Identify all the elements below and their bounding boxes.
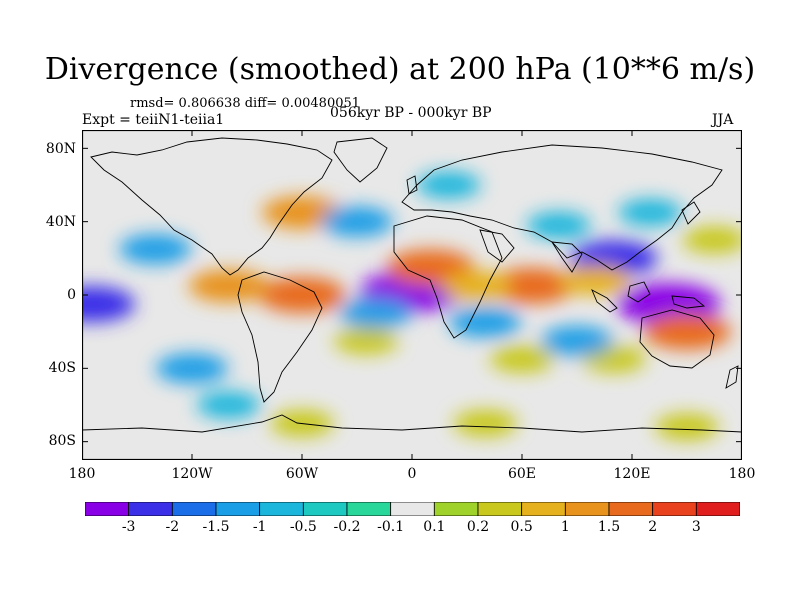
colorbar-swatch-2 bbox=[171, 502, 217, 516]
divergence-map bbox=[82, 130, 742, 460]
plot-title: Divergence (smoothed) at 200 hPa (10**6 … bbox=[44, 52, 756, 87]
divergence-field bbox=[82, 171, 742, 441]
divergence-anomaly-19 bbox=[119, 234, 192, 265]
colorbar-label-5: -0.2 bbox=[333, 519, 361, 535]
coastline-sumatra bbox=[591, 289, 618, 313]
colorbar-label-2: -1.5 bbox=[202, 519, 230, 535]
x-tick-0: 0 bbox=[407, 466, 417, 482]
experiment-label: Expt = teiiN1-teiia1 bbox=[82, 112, 225, 128]
y-tick-0: 0 bbox=[67, 287, 76, 303]
colorbar-swatch-12 bbox=[608, 502, 654, 516]
divergence-anomaly-11 bbox=[559, 265, 632, 296]
coastline-uk bbox=[406, 175, 418, 195]
colorbar-swatch-8 bbox=[433, 502, 479, 516]
colorbar-label-12: 2 bbox=[648, 519, 658, 535]
colorbar-swatch-13 bbox=[652, 502, 697, 516]
divergence-anomaly-13 bbox=[490, 345, 554, 373]
y-tick-80n: 80N bbox=[45, 141, 76, 157]
y-tick-40s: 40S bbox=[48, 360, 76, 376]
coastline-japan bbox=[681, 201, 701, 225]
stats-text: rmsd= 0.806638 diff= 0.00480051 bbox=[130, 96, 361, 111]
colorbar-swatch-4 bbox=[259, 502, 304, 516]
coastline-arabia bbox=[479, 229, 515, 263]
colorbar-label-1: -2 bbox=[165, 519, 180, 535]
x-tick-180w: 180 bbox=[68, 466, 96, 482]
coastline-australia bbox=[639, 309, 715, 369]
coastline-south-america bbox=[237, 271, 323, 403]
coastline-africa bbox=[393, 215, 503, 339]
divergence-anomaly-20 bbox=[449, 307, 522, 338]
divergence-anomaly-12 bbox=[334, 327, 399, 355]
divergence-anomaly-6 bbox=[487, 267, 576, 304]
colorbar-label-0: -3 bbox=[121, 519, 136, 535]
colorbar-label-9: 0.5 bbox=[510, 519, 533, 535]
colorbar-label-7: 0.1 bbox=[423, 519, 446, 535]
axis-ticks bbox=[82, 130, 742, 460]
colorbar-label-3: -1 bbox=[252, 519, 267, 535]
coastline-eurasia bbox=[401, 144, 723, 271]
x-tick-60w: 60W bbox=[285, 466, 319, 482]
divergence-anomaly-7 bbox=[643, 313, 731, 350]
colorbar-swatch-6 bbox=[346, 502, 392, 516]
divergence-anomaly-28 bbox=[655, 413, 719, 441]
x-tick-120w: 120W bbox=[171, 466, 213, 482]
divergence-anomaly-16 bbox=[156, 353, 228, 384]
x-tick-60e: 60E bbox=[507, 466, 537, 482]
coastline-new-zealand bbox=[725, 365, 739, 389]
colorbar-label-8: 0.2 bbox=[466, 519, 490, 535]
divergence-anomaly-25 bbox=[416, 171, 481, 199]
colorbar-label-11: 1.5 bbox=[597, 519, 621, 535]
colorbar-swatch-11 bbox=[564, 502, 610, 516]
x-tick-180e: 180 bbox=[728, 466, 756, 482]
colorbar-label-4: -0.5 bbox=[289, 519, 317, 535]
colorbar-label-13: 3 bbox=[691, 519, 701, 535]
coastline-borneo bbox=[627, 281, 651, 303]
divergence-anomaly-27 bbox=[453, 409, 518, 437]
y-tick-40n: 40N bbox=[45, 214, 76, 230]
coastline-new-guinea bbox=[671, 295, 706, 309]
coastlines bbox=[82, 137, 742, 433]
divergence-anomaly-22 bbox=[526, 211, 591, 239]
period-label: 056kyr BP - 000kyr BP bbox=[330, 105, 492, 121]
y-tick-80s: 80S bbox=[48, 433, 76, 449]
colorbar-swatch-9 bbox=[477, 502, 523, 516]
divergence-anomaly-3 bbox=[82, 286, 136, 323]
colorbar-swatch-1 bbox=[128, 502, 173, 516]
coastline-north-america bbox=[90, 137, 333, 276]
coastline-greenland bbox=[333, 137, 388, 183]
divergence-anomaly-21 bbox=[541, 325, 613, 356]
colorbar-swatch-7 bbox=[390, 502, 435, 516]
colorbar-label-6: -0.1 bbox=[377, 519, 405, 535]
colorbar-swatch-5 bbox=[302, 502, 348, 516]
colorbar-swatch-3 bbox=[215, 502, 261, 516]
colorbar-swatch-0 bbox=[85, 502, 130, 516]
divergence-anomaly-10 bbox=[440, 270, 513, 301]
divergence-anomaly-4 bbox=[258, 277, 346, 313]
divergence-anomaly-23 bbox=[618, 199, 683, 226]
divergence-anomaly-15 bbox=[682, 226, 742, 254]
season-label: JJA bbox=[712, 112, 734, 128]
divergence-anomaly-24 bbox=[196, 391, 261, 419]
colorbar-label-10: 1 bbox=[560, 519, 570, 535]
coastline-india bbox=[551, 241, 583, 273]
divergence-anomaly-17 bbox=[321, 206, 393, 237]
colorbar bbox=[85, 502, 740, 516]
coastline-antarctica bbox=[82, 414, 742, 433]
x-tick-120e: 120E bbox=[613, 466, 651, 482]
colorbar-swatch-14 bbox=[695, 502, 740, 516]
colorbar-swatch-10 bbox=[521, 502, 566, 516]
divergence-anomaly-18 bbox=[339, 298, 412, 329]
